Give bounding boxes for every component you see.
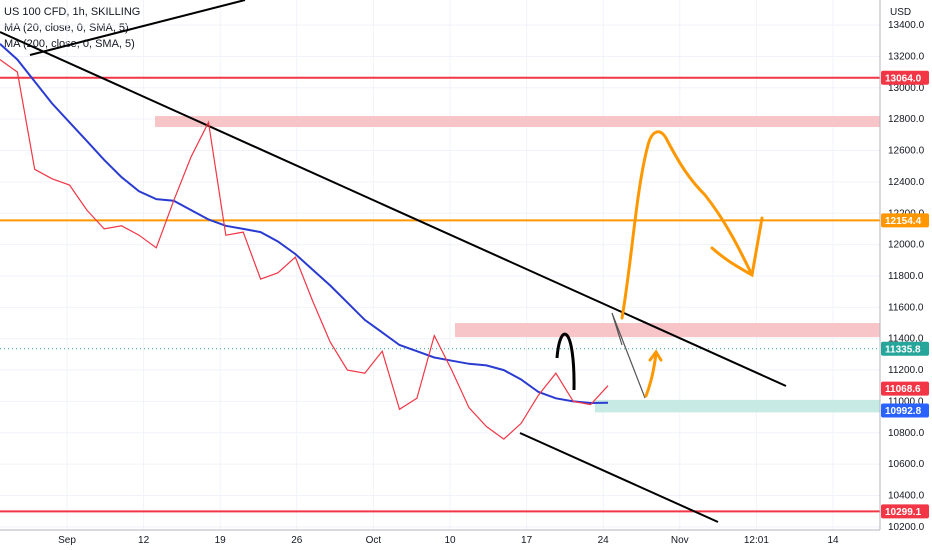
x-tick-label: 19 <box>215 535 227 546</box>
price-badge-bg <box>881 213 929 228</box>
y-tick-label: 13000.0 <box>888 83 925 94</box>
series-line <box>0 59 609 440</box>
price-badge-bg <box>881 70 929 85</box>
price-badge-bg <box>881 381 929 396</box>
lower-trendline[interactable] <box>519 432 719 523</box>
x-tick-label: Sep <box>58 535 76 546</box>
price-badge: 13064.0 <box>881 70 929 85</box>
grid <box>0 0 880 530</box>
price-badge-label: 11335.8 <box>885 344 921 355</box>
x-tick-label: 17 <box>521 535 533 546</box>
price-badge: 11068.6 <box>881 381 929 396</box>
x-tick-label: 10 <box>444 535 456 546</box>
y-tick-label: 11800.0 <box>888 271 924 282</box>
y-tick-label: 10400.0 <box>888 491 925 502</box>
price-badge-label: 13064.0 <box>885 73 922 84</box>
price-badge-bg <box>881 504 929 519</box>
price-badge: 10992.8 <box>881 403 929 418</box>
y-tick-label: 10200.0 <box>888 522 925 533</box>
orange-small-arrow[interactable] <box>644 349 663 398</box>
horizontal-lines <box>0 76 880 513</box>
y-tick-label: 12600.0 <box>888 146 925 157</box>
y-tick-label: 10800.0 <box>888 428 925 439</box>
price-badge: 10299.1 <box>881 504 929 519</box>
projection-line[interactable] <box>611 312 646 399</box>
x-tick-label: Oct <box>366 535 382 546</box>
price-badge-bg <box>881 341 929 356</box>
x-tick-label: 26 <box>291 535 303 546</box>
currency-label: USD <box>890 7 911 18</box>
y-tick-label: 12400.0 <box>888 177 925 188</box>
top-trendline[interactable] <box>29 0 246 56</box>
x-tick-label: Nov <box>671 535 689 546</box>
series-line <box>0 43 609 405</box>
price-badge-label: 12154.4 <box>885 216 922 227</box>
black-arc-drawing[interactable] <box>555 332 576 391</box>
x-axis: Sep 12 19 26 Oct 10 17 24 Nov 12:01 14 <box>0 529 880 546</box>
price-badge: 11335.8 <box>881 341 929 356</box>
zone-rect[interactable] <box>595 399 880 413</box>
x-tick-label: 14 <box>827 535 839 546</box>
orange-big-path[interactable] <box>620 130 764 320</box>
y-tick-label: 12800.0 <box>888 114 925 125</box>
drawings <box>0 0 787 523</box>
y-tick-label: 12000.0 <box>888 240 925 251</box>
legend-symbol: US 100 CFD, 1h, SKILLING <box>4 6 141 18</box>
y-tick-label: 11400.0 <box>888 334 924 345</box>
y-tick-label: 10600.0 <box>888 459 925 470</box>
y-tick-label: 11600.0 <box>888 302 924 313</box>
zone-rect[interactable] <box>155 116 880 128</box>
y-tick-label: 13400.0 <box>888 20 925 31</box>
x-tick-label: 12 <box>138 535 150 546</box>
upper-trendline[interactable] <box>0 31 787 387</box>
price-badges: 13064.0 12154.4 11335.8 11068.6 10992.8 10299… <box>881 70 929 519</box>
price-badge: 12154.4 <box>881 213 929 228</box>
price-badge-bg <box>881 403 929 418</box>
x-tick-label: 24 <box>598 535 610 546</box>
price-badge-label: 10992.8 <box>885 406 922 417</box>
y-tick-label: 11000.0 <box>888 396 924 407</box>
y-tick-label: 11200.0 <box>888 365 924 376</box>
zone-rect[interactable] <box>455 323 880 338</box>
series <box>0 43 609 440</box>
y-tick-label: 13200.0 <box>888 51 925 62</box>
x-tick-label: 12:01 <box>744 535 769 546</box>
price-badge-label: 11068.6 <box>885 384 921 395</box>
price-badge-label: 10299.1 <box>885 507 922 518</box>
zones <box>155 116 880 413</box>
